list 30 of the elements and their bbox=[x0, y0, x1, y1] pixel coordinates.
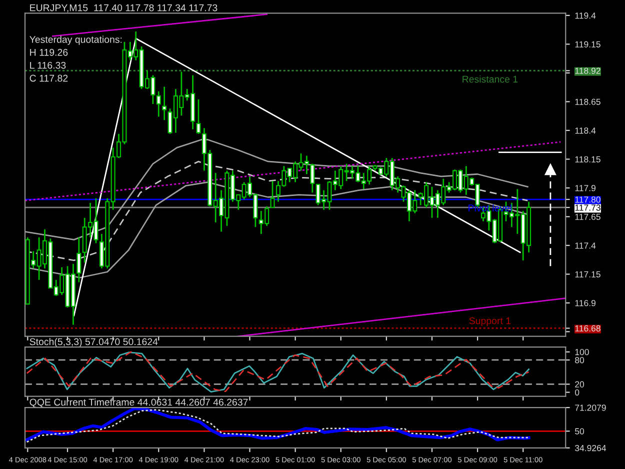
y-tick-label: 117.73 bbox=[575, 204, 600, 211]
y-tick-label: 117.80 bbox=[575, 196, 600, 203]
y-tick-label: 118.4 bbox=[575, 127, 596, 134]
y-tick-label: 116.9 bbox=[575, 300, 596, 306]
y-tick-label: 117.65 bbox=[575, 214, 600, 220]
ref-line-label: Support 1 bbox=[469, 317, 511, 326]
y-tick-label: 71.2079 bbox=[575, 404, 606, 411]
chart-title: Stoch(5,3,3) 57.0470 50.1624 bbox=[30, 338, 158, 348]
annotation: Yesterday quotations: bbox=[30, 36, 122, 45]
y-tick-label: 119.15 bbox=[575, 41, 600, 48]
ref-line-label: Resistance 1 bbox=[462, 75, 518, 83]
y-tick-label: 118.15 bbox=[575, 156, 600, 162]
y-tick-label: 117.9 bbox=[575, 184, 596, 192]
y-tick-label: 100 bbox=[575, 348, 589, 356]
y-tick-label: 117.15 bbox=[575, 271, 600, 278]
y-tick-label: 119.4 bbox=[575, 12, 596, 19]
y-tick-label: 20 bbox=[575, 381, 584, 388]
y-tick-label: 117.4 bbox=[575, 242, 596, 249]
y-tick-label: 80 bbox=[575, 357, 584, 364]
chart-title: EURJPY,M15 117.40 117.78 117.34 117.73 bbox=[30, 4, 218, 12]
y-tick-label: 118.92 bbox=[575, 68, 600, 74]
annotation: L 116.33 bbox=[30, 62, 66, 69]
y-tick-label: 50 bbox=[575, 428, 584, 434]
y-tick-label: 0 bbox=[574, 389, 580, 396]
annotation: H 119.26 bbox=[30, 48, 68, 56]
chart-title: QQE Current Timeframe 44.0631 44.2607 46.2637 bbox=[30, 398, 248, 408]
y-tick-label: 118.65 bbox=[575, 98, 600, 105]
annotation: C 117.82 bbox=[30, 74, 68, 82]
y-tick-label: 34.9264 bbox=[574, 444, 606, 452]
y-tick-label: 116.68 bbox=[575, 325, 600, 332]
